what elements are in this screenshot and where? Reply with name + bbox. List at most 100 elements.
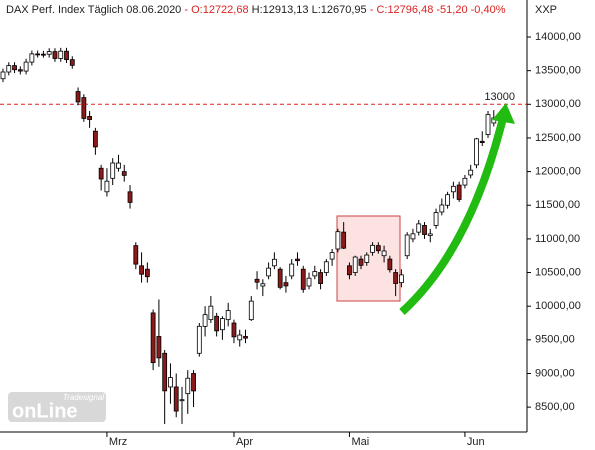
candle-body (323, 261, 329, 273)
candle-body (335, 231, 341, 250)
watermark-brand: Tradesignal (63, 393, 104, 402)
candle-body (87, 116, 93, 120)
candle-body (202, 314, 208, 327)
candle-body (254, 278, 260, 283)
candle-body (329, 252, 335, 260)
candle-body (139, 265, 144, 275)
candle-body (433, 212, 439, 226)
header-high-low: H:12913,13 L:12670,95 (252, 4, 367, 16)
candle-body (150, 312, 156, 364)
candle-body (69, 59, 75, 66)
candle-body (121, 171, 127, 176)
candle-body (196, 325, 202, 354)
candle-body (127, 191, 133, 203)
header-title: DAX Perf. Index Täglich (6, 4, 123, 16)
candle-body (133, 245, 139, 265)
x-tick-label: Apr (236, 436, 253, 448)
candle-body (347, 265, 352, 276)
y-tick-label: 8500,00 (535, 401, 575, 413)
candle-body (214, 315, 220, 332)
header: DAX Perf. Index Täglich 08.06.2020 - O:1… (6, 4, 506, 16)
candle-body (64, 50, 69, 61)
candle-body (191, 373, 196, 392)
candle-body (58, 50, 64, 59)
axis-label: XXP (535, 4, 557, 16)
candle-body (35, 53, 41, 56)
candle-body (6, 65, 12, 73)
candle-body (225, 310, 231, 321)
y-tick-label: 14000,00 (535, 31, 581, 43)
y-tick-label: 10000,00 (535, 300, 581, 312)
y-tick-label: 12000,00 (535, 166, 581, 178)
candle-body (300, 268, 306, 290)
header-date: 08.06.2020 (126, 4, 181, 16)
y-tick-label: 12500,00 (535, 132, 581, 144)
trend-arrow-head (492, 103, 515, 124)
candle-body (439, 204, 445, 213)
candle-body (185, 377, 191, 395)
candle-body (162, 352, 168, 392)
candle-body (318, 272, 323, 284)
candle-body (364, 254, 370, 263)
candle-body (173, 386, 179, 412)
candle-body (295, 258, 300, 262)
y-tick-label: 11500,00 (535, 199, 580, 211)
candle-body (156, 336, 162, 359)
candle-body (220, 318, 225, 331)
watermark-text: onLine (12, 400, 78, 422)
candle-body (116, 162, 121, 169)
y-tick-label: 13500,00 (535, 65, 581, 77)
candle-body (266, 267, 272, 277)
candle-body (52, 51, 58, 59)
candle-body (75, 91, 81, 103)
candle-body (98, 167, 104, 180)
candle-body (393, 272, 399, 284)
candle-body (237, 334, 243, 341)
candle-body (144, 268, 150, 278)
candle-body (46, 51, 52, 55)
x-tick-label: Mrz (109, 436, 127, 448)
candle-body (468, 169, 474, 176)
candle-body (456, 184, 462, 200)
candle-body (29, 53, 35, 63)
candle-body (41, 53, 46, 56)
candle-body (92, 130, 98, 148)
trend-arrow (399, 117, 507, 315)
y-tick-label: 13000,00 (535, 98, 581, 110)
candle-body (462, 177, 468, 186)
plot: 8500,00 9000,00 9500,00 10000,00 10500,00 110… (0, 31, 581, 448)
candle-body (381, 250, 387, 257)
candle-body (387, 258, 393, 271)
x-tick-label: Mai (351, 436, 369, 448)
candle-body (231, 322, 237, 338)
header-close: - C:12796,48 -51,20 -0,40% (370, 4, 506, 16)
candle-body (341, 231, 347, 249)
y-tick-label: 10500,00 (535, 266, 581, 278)
candle-body (479, 140, 485, 143)
y-tick-label: 11000,00 (535, 233, 580, 245)
y-tick-label: 9500,00 (535, 334, 575, 346)
candle-body (399, 274, 404, 284)
candle-body (243, 336, 248, 339)
candle-body (370, 244, 375, 253)
candle-body (416, 223, 422, 233)
header-open: - O:12722,68 (184, 4, 248, 16)
candle-body (12, 65, 17, 71)
candle-body (410, 233, 416, 240)
candle-body (208, 305, 214, 321)
candle-body (352, 256, 358, 273)
candle-body (0, 71, 6, 80)
candle-body (312, 271, 318, 277)
candle-body (422, 225, 427, 235)
candle-body (17, 69, 23, 72)
watermark: Tradesignal onLine (8, 392, 106, 422)
candle-body (358, 258, 364, 266)
candle-body (289, 263, 295, 277)
y-tick-label: 9000,00 (535, 367, 575, 379)
candle-body (277, 268, 283, 288)
candle-body (179, 399, 185, 402)
candle-body (404, 234, 410, 257)
reference-label: 13000 (484, 91, 515, 103)
